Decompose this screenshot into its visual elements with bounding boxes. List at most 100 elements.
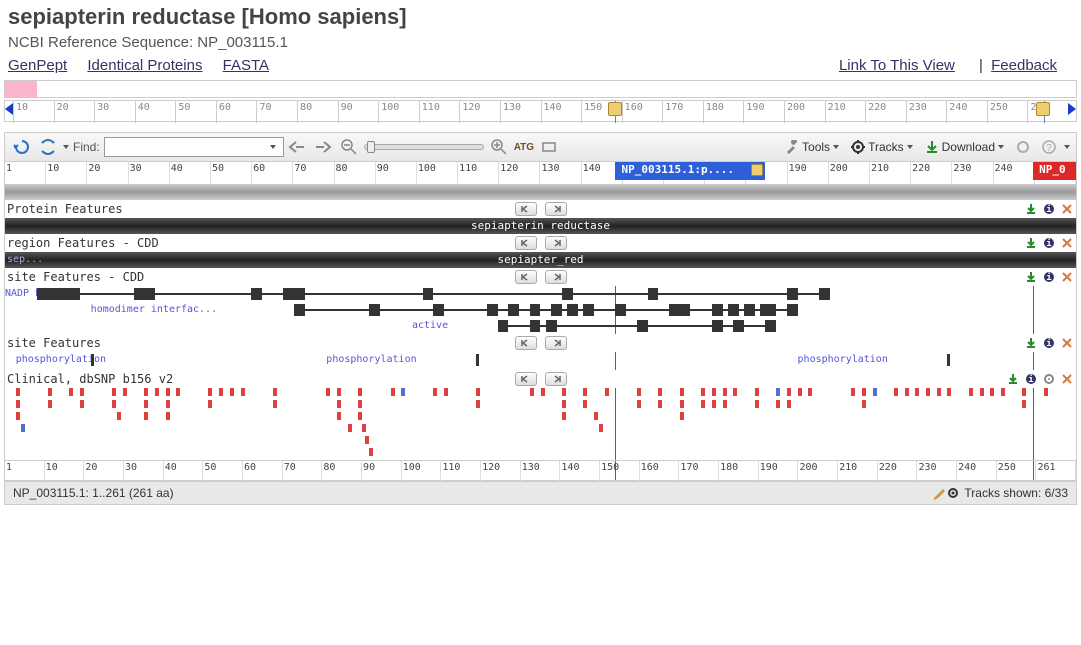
snp-marker[interactable] — [776, 400, 780, 408]
snp-marker[interactable] — [1022, 400, 1026, 408]
feature-block[interactable] — [562, 288, 573, 300]
snp-marker[interactable] — [476, 388, 480, 396]
overview-ruler[interactable]: 1020304050607080901001101201301401501601… — [4, 100, 1077, 122]
snp-marker[interactable] — [208, 400, 212, 408]
snp-marker[interactable] — [166, 412, 170, 420]
snp-marker[interactable] — [594, 412, 598, 420]
link-fasta[interactable]: FASTA — [223, 57, 269, 74]
zoom-slider[interactable] — [364, 144, 484, 150]
snp-marker[interactable] — [723, 388, 727, 396]
snp-marker[interactable] — [915, 388, 919, 396]
snp-marker[interactable] — [862, 400, 866, 408]
snp-marker[interactable] — [680, 388, 684, 396]
snp-marker[interactable] — [16, 400, 20, 408]
snp-marker[interactable] — [401, 388, 405, 396]
snp-marker[interactable] — [273, 400, 277, 408]
snp-marker[interactable] — [166, 400, 170, 408]
snp-marker[interactable] — [273, 388, 277, 396]
feature-block[interactable] — [567, 304, 578, 316]
feature-block[interactable] — [423, 288, 434, 300]
feature-block[interactable] — [433, 304, 444, 316]
link-genpept[interactable]: GenPept — [8, 57, 67, 74]
snp-marker[interactable] — [117, 412, 121, 420]
snp-marker[interactable] — [444, 388, 448, 396]
close-icon[interactable] — [1060, 202, 1074, 216]
snp-marker[interactable] — [562, 412, 566, 420]
track-next-button[interactable] — [545, 336, 567, 350]
feature-block[interactable] — [294, 304, 305, 316]
snp-marker[interactable] — [723, 400, 727, 408]
snp-marker[interactable] — [358, 400, 362, 408]
snp-marker[interactable] — [776, 388, 780, 396]
snp-marker[interactable] — [712, 400, 716, 408]
snp-marker[interactable] — [358, 388, 362, 396]
snp-marker[interactable] — [541, 388, 545, 396]
snp-marker[interactable] — [530, 388, 534, 396]
feature-block[interactable] — [546, 320, 557, 332]
zoom-seq-button[interactable] — [538, 136, 560, 158]
next-button[interactable] — [312, 136, 334, 158]
snp-marker[interactable] — [658, 388, 662, 396]
track-next-button[interactable] — [545, 270, 567, 284]
track-next-button[interactable] — [545, 202, 567, 216]
info-icon[interactable]: i — [1042, 336, 1056, 350]
feature-block[interactable] — [712, 304, 723, 316]
feature-bar[interactable]: sep...sepiapter_red — [5, 252, 1076, 268]
feature-block[interactable] — [369, 304, 380, 316]
track-prev-button[interactable] — [515, 202, 537, 216]
snp-marker[interactable] — [112, 400, 116, 408]
feature-block[interactable] — [712, 320, 723, 332]
feature-block[interactable] — [508, 304, 519, 316]
help-button[interactable]: ? — [1038, 136, 1060, 158]
info-icon[interactable]: i — [1042, 236, 1056, 250]
feature-block[interactable] — [765, 320, 776, 332]
snp-marker[interactable] — [851, 388, 855, 396]
snp-marker[interactable] — [755, 400, 759, 408]
atg-button[interactable]: ATG — [514, 136, 534, 158]
snp-marker[interactable] — [873, 388, 877, 396]
snp-marker[interactable] — [16, 412, 20, 420]
snp-marker[interactable] — [362, 424, 366, 432]
refresh-button[interactable] — [1012, 136, 1034, 158]
snp-marker[interactable] — [562, 388, 566, 396]
feature-block[interactable] — [498, 320, 509, 332]
site-marker[interactable] — [947, 354, 950, 366]
link-identical-proteins[interactable]: Identical Proteins — [87, 57, 202, 74]
site-marker[interactable] — [91, 354, 94, 366]
track-prev-button[interactable] — [515, 336, 537, 350]
snp-marker[interactable] — [937, 388, 941, 396]
feature-block[interactable] — [787, 288, 798, 300]
main-ruler-marker-blue[interactable]: NP_003115.1:p.... — [615, 162, 765, 180]
snp-marker[interactable] — [358, 412, 362, 420]
gear-icon[interactable] — [946, 486, 960, 500]
snp-marker[interactable] — [583, 388, 587, 396]
snp-marker[interactable] — [562, 400, 566, 408]
feature-block[interactable] — [487, 304, 498, 316]
overview-bar[interactable] — [4, 80, 1077, 98]
snp-marker[interactable] — [365, 436, 369, 444]
find-input[interactable] — [104, 137, 284, 157]
snp-marker[interactable] — [155, 388, 159, 396]
snp-marker[interactable] — [144, 412, 148, 420]
feature-block[interactable] — [744, 304, 755, 316]
feature-block[interactable] — [530, 304, 541, 316]
info-icon[interactable]: i — [1042, 270, 1056, 284]
snp-marker[interactable] — [787, 388, 791, 396]
snp-marker[interactable] — [230, 388, 234, 396]
bottom-ruler[interactable]: 1102030405060708090100110120130140150160… — [5, 460, 1076, 480]
snp-marker[interactable] — [48, 400, 52, 408]
feature-block[interactable] — [728, 304, 739, 316]
snp-marker[interactable] — [701, 400, 705, 408]
snp-marker[interactable] — [1022, 388, 1026, 396]
edit-icon[interactable] — [932, 486, 946, 500]
snp-marker[interactable] — [680, 400, 684, 408]
feature-block[interactable] — [134, 288, 155, 300]
snp-marker[interactable] — [16, 388, 20, 396]
snp-marker[interactable] — [123, 388, 127, 396]
feature-block[interactable] — [615, 304, 626, 316]
snp-marker[interactable] — [787, 400, 791, 408]
tracks-menu[interactable]: Tracks — [847, 140, 917, 154]
info-icon[interactable]: i — [1042, 202, 1056, 216]
tools-menu[interactable]: Tools — [781, 140, 843, 154]
overview-arrow-right-icon[interactable] — [1068, 103, 1076, 115]
